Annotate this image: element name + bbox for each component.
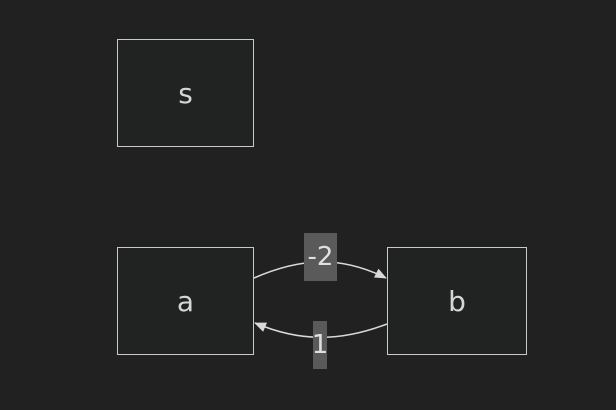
node-b-label: b: [448, 284, 466, 318]
node-a-label: a: [176, 284, 195, 318]
edge-label-a-to-b: -2: [304, 233, 337, 281]
node-s-label: s: [178, 76, 193, 110]
node-s[interactable]: s: [117, 39, 254, 147]
node-b[interactable]: b: [387, 247, 527, 355]
edge-label-b-to-a: 1: [312, 321, 328, 369]
node-a[interactable]: a: [117, 247, 254, 355]
